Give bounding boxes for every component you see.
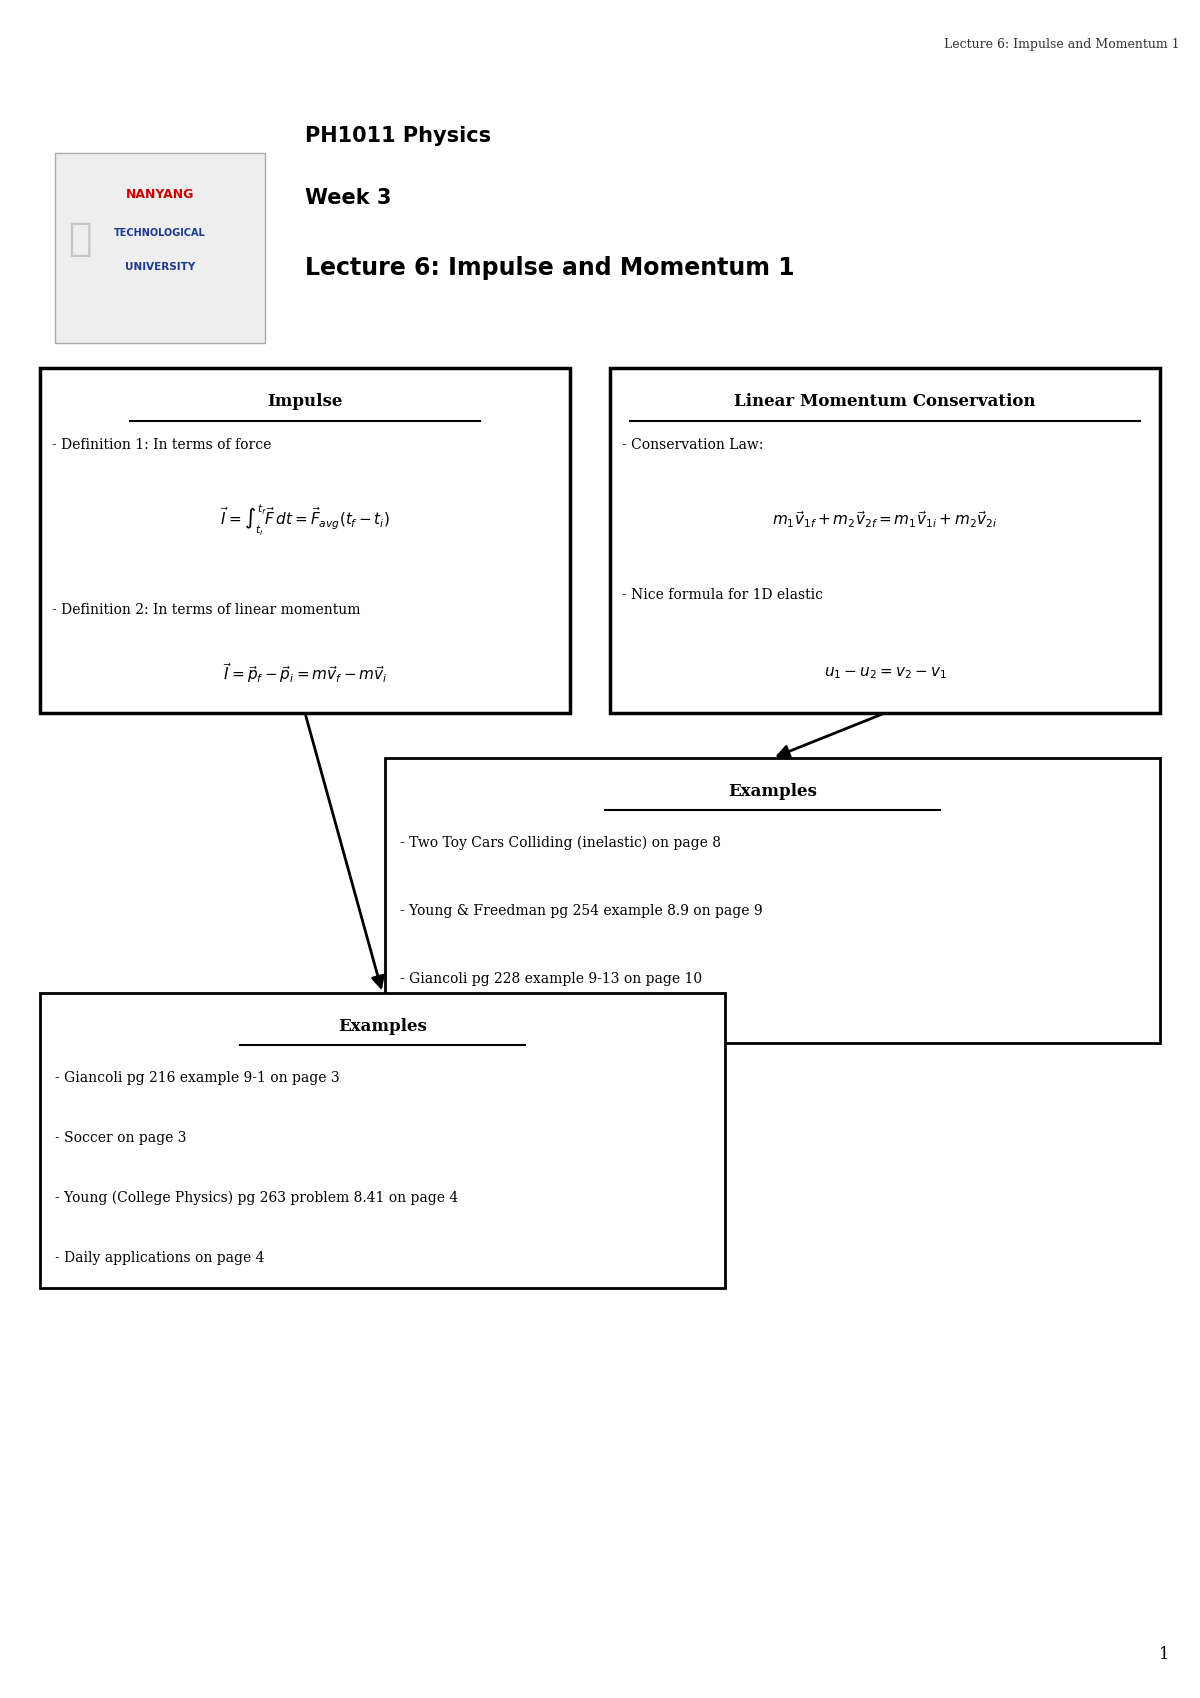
FancyBboxPatch shape <box>610 368 1160 713</box>
Text: Examples: Examples <box>338 1019 427 1036</box>
Text: - Young (College Physics) pg 263 problem 8.41 on page 4: - Young (College Physics) pg 263 problem… <box>55 1190 458 1206</box>
Text: Week 3: Week 3 <box>305 188 391 207</box>
Text: Lecture 6: Impulse and Momentum 1: Lecture 6: Impulse and Momentum 1 <box>305 256 794 280</box>
Text: UNIVERSITY: UNIVERSITY <box>125 261 196 272</box>
Text: NANYANG: NANYANG <box>126 188 194 202</box>
FancyBboxPatch shape <box>40 368 570 713</box>
Text: ⛨: ⛨ <box>68 219 91 258</box>
FancyBboxPatch shape <box>40 993 725 1289</box>
Text: Lecture 6: Impulse and Momentum 1: Lecture 6: Impulse and Momentum 1 <box>944 37 1180 51</box>
Text: $\vec{I} = \int_{t_i}^{t_f} \vec{F}\, dt = \vec{F}_{avg}(t_f - t_i)$: $\vec{I} = \int_{t_i}^{t_f} \vec{F}\, dt… <box>220 503 390 538</box>
FancyBboxPatch shape <box>385 757 1160 1043</box>
Text: - Definition 2: In terms of linear momentum: - Definition 2: In terms of linear momen… <box>52 603 360 616</box>
Text: - Daily applications on page 4: - Daily applications on page 4 <box>55 1251 264 1265</box>
Text: Linear Momentum Conservation: Linear Momentum Conservation <box>734 392 1036 409</box>
Text: - Two Toy Cars Colliding (inelastic) on page 8: - Two Toy Cars Colliding (inelastic) on … <box>400 835 721 851</box>
Text: Impulse: Impulse <box>268 392 343 409</box>
Text: - Nice formula for 1D elastic: - Nice formula for 1D elastic <box>622 588 823 603</box>
Text: - Giancoli pg 228 example 9-13 on page 10: - Giancoli pg 228 example 9-13 on page 1… <box>400 971 702 987</box>
Text: PH1011 Physics: PH1011 Physics <box>305 126 491 146</box>
Text: TECHNOLOGICAL: TECHNOLOGICAL <box>114 228 206 238</box>
Text: Examples: Examples <box>728 783 817 800</box>
Text: $\vec{I} = \vec{p}_f - \vec{p}_i = m\vec{v}_f - m\vec{v}_i$: $\vec{I} = \vec{p}_f - \vec{p}_i = m\vec… <box>223 661 388 684</box>
Text: - Definition 1: In terms of force: - Definition 1: In terms of force <box>52 438 271 452</box>
Text: - Young & Freedman pg 254 example 8.9 on page 9: - Young & Freedman pg 254 example 8.9 on… <box>400 903 763 919</box>
Text: 1: 1 <box>1159 1645 1170 1662</box>
FancyBboxPatch shape <box>55 153 265 343</box>
Text: - Conservation Law:: - Conservation Law: <box>622 438 763 452</box>
Text: - Soccer on page 3: - Soccer on page 3 <box>55 1131 186 1144</box>
Text: - Giancoli pg 216 example 9-1 on page 3: - Giancoli pg 216 example 9-1 on page 3 <box>55 1071 340 1085</box>
Text: $u_1 - u_2 = v_2 - v_1$: $u_1 - u_2 = v_2 - v_1$ <box>823 666 947 681</box>
Text: $m_1\vec{v}_{1f} + m_2\vec{v}_{2f} = m_1\vec{v}_{1i} + m_2\vec{v}_{2i}$: $m_1\vec{v}_{1f} + m_2\vec{v}_{2f} = m_1… <box>773 509 997 530</box>
